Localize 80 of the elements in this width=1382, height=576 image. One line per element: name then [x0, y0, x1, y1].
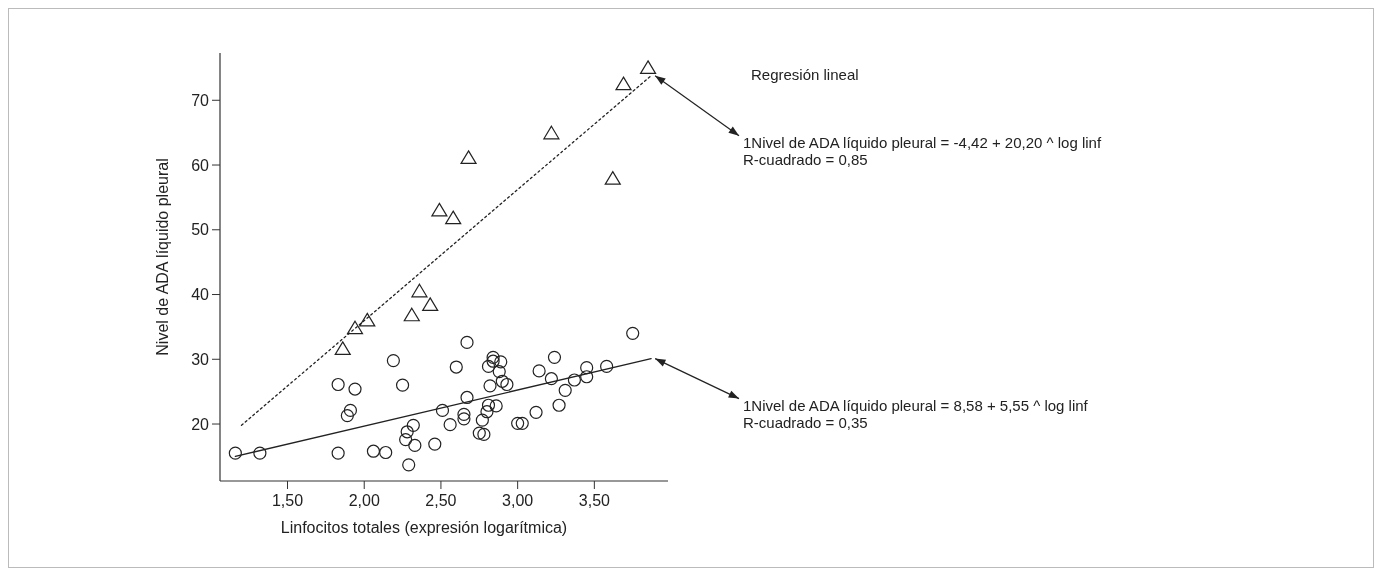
x-tick-label: 2,00	[348, 492, 380, 509]
x-axis-title: Linfocitos totales (expresión logarítmica)	[280, 519, 568, 536]
point	[580, 370, 594, 384]
point	[544, 372, 558, 386]
point	[422, 297, 439, 311]
point	[431, 202, 448, 217]
point	[395, 378, 410, 392]
point	[481, 398, 496, 412]
x-tick-label: 1,50	[271, 492, 304, 509]
point	[489, 399, 503, 413]
point	[359, 312, 376, 327]
point	[494, 355, 508, 369]
point	[379, 445, 393, 460]
point	[443, 418, 457, 432]
point	[515, 416, 529, 430]
point	[457, 407, 471, 421]
x-tick-label: 2,50	[425, 492, 457, 509]
point	[486, 354, 500, 368]
point	[475, 413, 489, 427]
point	[435, 403, 450, 418]
point	[460, 390, 474, 405]
point	[428, 437, 442, 451]
point	[445, 210, 462, 225]
point	[403, 307, 420, 322]
point	[567, 373, 582, 387]
y-tick-label: 70	[191, 91, 210, 109]
x-tick-label: 3,00	[502, 492, 534, 509]
annotation: 1Nivel de ADA líquido pleural = -4,42 + 20,20 ^ log linf R-cuadrado = 0,85	[743, 133, 1102, 168]
point	[331, 446, 345, 460]
y-tick-label: 40	[191, 286, 210, 304]
point	[331, 377, 345, 392]
point	[480, 405, 494, 419]
point	[483, 379, 497, 393]
point	[495, 374, 509, 388]
y-axis-title: Nivel de ADA líquido pleural	[154, 158, 171, 356]
y-tick-label: 20	[191, 415, 210, 433]
point	[615, 76, 632, 91]
point	[366, 444, 381, 458]
point	[340, 409, 354, 423]
point	[477, 427, 491, 441]
point	[228, 446, 242, 460]
point	[408, 438, 422, 452]
point	[400, 425, 414, 439]
point	[460, 335, 474, 350]
text: Regresión lineal	[751, 66, 859, 83]
annotation: 1Nivel de ADA líquido pleural = 8,58 + 5,55 ^ log linf R-cuadrado = 0,35	[743, 396, 1089, 431]
point	[486, 350, 500, 364]
point	[500, 377, 514, 392]
point	[253, 446, 267, 460]
point	[472, 426, 486, 440]
point	[481, 359, 496, 373]
point	[334, 341, 351, 356]
point	[552, 398, 566, 412]
point	[399, 432, 413, 447]
point	[600, 359, 614, 373]
point	[626, 326, 640, 340]
point	[449, 360, 463, 374]
point	[343, 403, 358, 418]
point	[580, 361, 594, 375]
point	[460, 150, 477, 164]
point	[492, 364, 506, 379]
y-tick-label: 60	[191, 156, 210, 174]
point	[346, 320, 364, 335]
point	[348, 382, 362, 396]
x-tick-label: 3,50	[578, 492, 611, 509]
point	[402, 458, 416, 472]
point	[511, 416, 525, 430]
y-tick-label: 50	[191, 221, 210, 239]
point	[529, 405, 543, 419]
point	[639, 60, 657, 74]
point	[406, 418, 420, 432]
point	[547, 350, 562, 364]
point	[457, 412, 471, 426]
point	[386, 353, 400, 368]
point	[558, 383, 572, 397]
point	[411, 283, 428, 298]
point	[604, 171, 621, 185]
point	[532, 364, 546, 378]
point	[543, 125, 560, 140]
y-tick-label: 30	[191, 350, 210, 368]
